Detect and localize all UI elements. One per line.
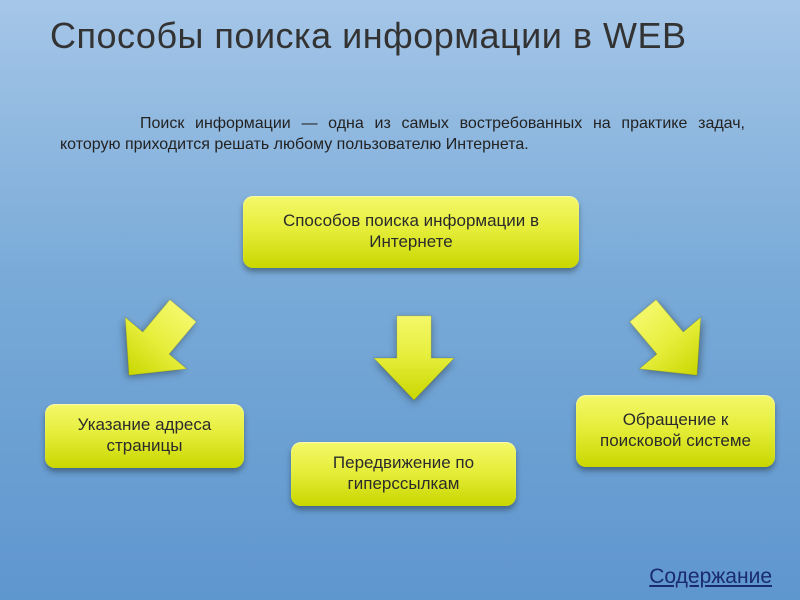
node-left: Указание адреса страницы: [45, 404, 244, 468]
node-root: Способов поиска информации в Интернете: [243, 196, 579, 268]
node-right: Обращение к поисковой системе: [576, 395, 775, 467]
node-right-label: Обращение к поисковой системе: [592, 410, 759, 451]
node-root-label: Способов поиска информации в Интернете: [259, 211, 563, 252]
arrow-left-icon: [88, 275, 223, 410]
contents-link[interactable]: Содержание: [649, 565, 772, 588]
intro-lead: Поиск информации: [140, 115, 291, 132]
arrow-right-icon: [602, 275, 737, 410]
arrow-down-icon: [366, 310, 462, 406]
node-mid: Передвижение по гиперссылкам: [291, 442, 516, 506]
node-left-label: Указание адреса страницы: [61, 415, 228, 456]
slide-title: Способы поиска информации в WEB: [50, 16, 687, 56]
intro-paragraph: Поиск информации — одна из самых востреб…: [60, 113, 745, 155]
node-mid-label: Передвижение по гиперссылкам: [307, 453, 500, 494]
